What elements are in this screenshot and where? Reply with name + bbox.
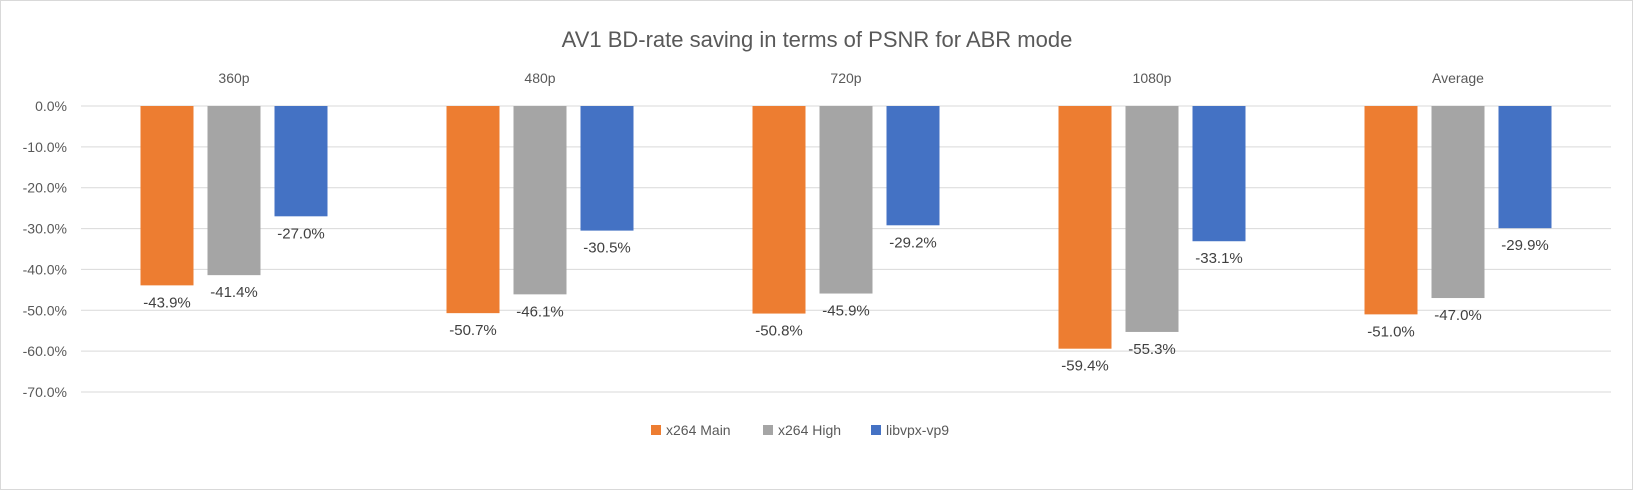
bar [819, 106, 873, 294]
legend-item: x264 High [763, 422, 841, 438]
legend: x264 Main x264 High libvpx-vp9 [651, 422, 949, 438]
bars [140, 106, 1552, 349]
data-label: -59.4% [1061, 358, 1109, 375]
legend-swatch [871, 425, 881, 435]
y-axis-tick-labels: 0.0% -10.0% -20.0% -30.0% -40.0% -50.0% -60.0%… [23, 98, 67, 400]
legend-swatch [763, 425, 773, 435]
data-label: -50.8% [755, 323, 803, 340]
y-tick-label: -70.0% [23, 384, 67, 400]
legend-label: x264 Main [666, 422, 731, 438]
bar [513, 106, 567, 295]
data-label: -47.0% [1434, 307, 1482, 324]
category-label: Average [1432, 70, 1484, 86]
y-tick-label: 0.0% [35, 98, 67, 114]
legend-swatch [651, 425, 661, 435]
bar [1058, 106, 1112, 349]
data-label: -51.0% [1367, 323, 1415, 340]
bar [274, 106, 328, 217]
data-label: -29.2% [889, 234, 937, 251]
bar [140, 106, 194, 286]
data-label: -30.5% [583, 240, 631, 257]
category-label: 720p [830, 70, 861, 86]
category-labels: 360p 480p 720p 1080p Average [218, 70, 1484, 86]
y-tick-label: -10.0% [23, 139, 67, 155]
bar [1364, 106, 1418, 315]
bar [207, 106, 261, 276]
bar [886, 106, 940, 226]
bar [1431, 106, 1485, 299]
category-label: 360p [218, 70, 249, 86]
data-label: -29.9% [1501, 237, 1549, 254]
data-label: -27.0% [277, 225, 325, 242]
category-label: 1080p [1133, 70, 1172, 86]
bar [446, 106, 500, 314]
y-tick-label: -30.0% [23, 221, 67, 237]
data-label: -46.1% [516, 303, 564, 320]
y-tick-label: -40.0% [23, 261, 67, 277]
data-label: -45.9% [822, 303, 870, 320]
bar [752, 106, 806, 314]
legend-item: libvpx-vp9 [871, 422, 949, 438]
data-label: -55.3% [1128, 341, 1176, 358]
data-label: -50.7% [449, 322, 497, 339]
bar [580, 106, 634, 231]
y-tick-label: -60.0% [23, 343, 67, 359]
bar [1125, 106, 1179, 332]
legend-label: libvpx-vp9 [886, 422, 949, 438]
data-labels: -43.9% -41.4% -27.0% -50.7% -46.1% -30.5% -50.… [143, 225, 1549, 374]
data-label: -41.4% [210, 284, 258, 301]
legend-item: x264 Main [651, 422, 731, 438]
category-label: 480p [524, 70, 555, 86]
bar [1192, 106, 1246, 242]
y-tick-label: -20.0% [23, 180, 67, 196]
y-tick-label: -50.0% [23, 302, 67, 318]
chart-title: AV1 BD-rate saving in terms of PSNR for … [562, 27, 1073, 52]
data-label: -33.1% [1195, 250, 1243, 267]
data-label: -43.9% [143, 294, 191, 311]
bar [1498, 106, 1552, 229]
legend-label: x264 High [778, 422, 841, 438]
